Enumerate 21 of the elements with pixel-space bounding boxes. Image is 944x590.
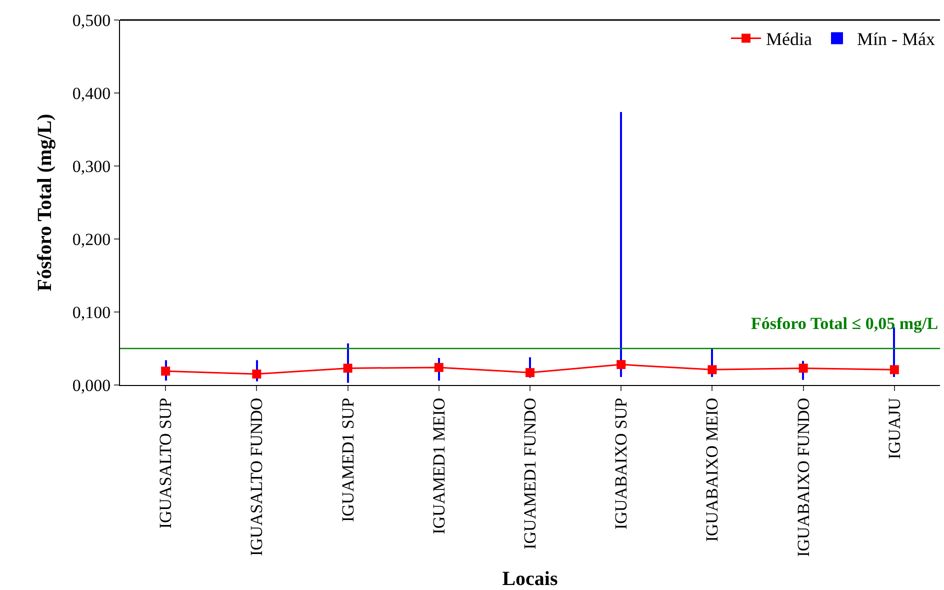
y-axis-title: Fósforo Total (mg/L) bbox=[34, 114, 56, 292]
x-tick-label: IGUABAIXO MEIO bbox=[702, 398, 722, 542]
x-tick-label: IGUABAIXO FUNDO bbox=[794, 398, 813, 557]
legend-label: Média bbox=[766, 29, 812, 50]
y-tick-label: 0,400 bbox=[72, 84, 111, 103]
x-tick-label: IGUAMED1 MEIO bbox=[429, 398, 448, 534]
x-tick-label: IGUAMED1 FUNDO bbox=[520, 398, 540, 550]
x-tick-label: IGUASALTO SUP bbox=[156, 398, 176, 529]
y-tick-label: 0,000 bbox=[72, 376, 111, 395]
y-tick-label: 0,200 bbox=[72, 230, 111, 249]
ref-line-label: Fósforo Total ≤ 0,05 mg/L bbox=[751, 314, 938, 333]
x-tick-label: IGUASALTO FUNDO bbox=[247, 398, 266, 556]
legend-label: Mín - Máx bbox=[856, 29, 935, 50]
y-tick-label: 0,500 bbox=[72, 10, 111, 30]
x-tick-label: IGUAJU bbox=[884, 398, 904, 460]
y-tick-label: 0,100 bbox=[72, 302, 111, 322]
y-tick-label: 0,300 bbox=[72, 156, 111, 176]
x-tick-label: IGUABAIXO SUP bbox=[612, 398, 631, 530]
x-tick-label: IGUAMED1 SUP bbox=[338, 398, 358, 522]
x-axis-title: Locais bbox=[502, 568, 558, 590]
bar bbox=[620, 112, 622, 377]
